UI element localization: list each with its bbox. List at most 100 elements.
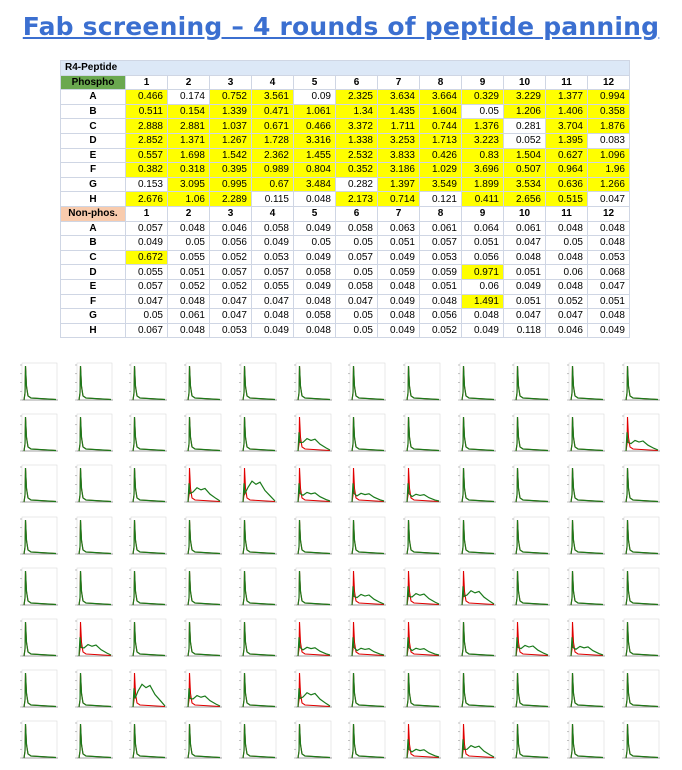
- sample-trace: [351, 724, 385, 759]
- value-cell: 0.048: [251, 308, 294, 324]
- highlighted-value-cell: 0.358: [587, 103, 630, 120]
- sample-trace: [78, 570, 111, 605]
- control-trace: [23, 365, 57, 401]
- sample-trace: [242, 417, 275, 452]
- section-label: Non-phos.: [60, 205, 126, 222]
- histogram-plot: [512, 720, 551, 762]
- histogram-plot: [512, 567, 551, 609]
- histogram-plot: [129, 669, 168, 711]
- histogram-plot: [621, 516, 660, 558]
- histogram-svg: [512, 413, 551, 452]
- control-trace: [515, 468, 549, 503]
- histogram-plot: [457, 413, 496, 455]
- highlighted-value-cell: 3.223: [461, 132, 504, 149]
- histogram-svg: [293, 362, 332, 401]
- elisa-results-table: R4-Peptide Phospho 1 2 3 4 5 6 7 8 9 10 11 12 A 0.466 0.…: [60, 60, 630, 339]
- control-trace: [461, 365, 494, 401]
- value-cell: 0.061: [419, 220, 462, 237]
- control-trace: [406, 519, 439, 554]
- column-header: 12: [587, 205, 630, 222]
- histogram-svg: [457, 669, 496, 708]
- highlighted-value-cell: 1.96: [587, 162, 630, 178]
- control-trace: [78, 417, 111, 452]
- column-header: 5: [293, 74, 336, 91]
- histogram-svg: [74, 618, 113, 657]
- column-header: 8: [419, 74, 462, 91]
- histogram-svg: [621, 516, 660, 554]
- histogram-plot: [129, 413, 168, 455]
- column-header: 9: [461, 205, 504, 222]
- value-cell: 0.055: [125, 264, 168, 280]
- sample-trace: [406, 365, 439, 401]
- column-header: 2: [167, 205, 210, 222]
- value-cell: 0.049: [293, 278, 336, 295]
- control-trace: [406, 673, 439, 708]
- column-header: 11: [545, 74, 588, 91]
- control-trace: [78, 365, 111, 401]
- value-cell: 0.061: [167, 308, 210, 324]
- control-trace: [461, 417, 494, 452]
- highlighted-value-cell: 1.899: [461, 176, 504, 193]
- highlighted-value-cell: 3.561: [251, 89, 294, 105]
- table-row: D 0.055 0.051 0.057 0.057 0.058 0.05 0.059 0.059…: [60, 264, 630, 280]
- value-cell: 0.053: [209, 322, 252, 339]
- highlighted-value-cell: 0.636: [545, 176, 588, 193]
- sample-trace: [351, 519, 385, 554]
- sample-trace: [132, 621, 166, 657]
- highlighted-value-cell: 0.329: [461, 89, 504, 105]
- histogram-plot: [457, 669, 496, 711]
- highlighted-value-cell: 1.406: [545, 103, 588, 120]
- histogram-svg: [567, 362, 605, 401]
- control-trace: [242, 468, 275, 503]
- control-trace: [515, 570, 549, 605]
- control-trace: [296, 519, 330, 554]
- histogram-svg: [238, 413, 277, 452]
- sample-trace: [242, 519, 275, 554]
- sample-trace: [132, 417, 166, 452]
- highlighted-value-cell: 3.664: [419, 89, 462, 105]
- value-cell: 0.048: [293, 293, 336, 310]
- value-cell: 0.052: [419, 322, 462, 339]
- sample-trace: [132, 468, 166, 503]
- sample-trace: [625, 365, 658, 401]
- sample-trace: [23, 417, 57, 452]
- control-trace: [296, 570, 330, 605]
- histogram-plot: [457, 720, 496, 762]
- value-cell: 0.115: [251, 191, 294, 207]
- value-cell: 0.058: [251, 220, 294, 237]
- value-cell: 0.048: [293, 322, 336, 339]
- sample-trace: [242, 673, 275, 708]
- highlighted-value-cell: 3.634: [377, 89, 420, 105]
- sample-trace: [296, 519, 330, 554]
- value-cell: 0.049: [251, 235, 294, 251]
- histogram-plot: [184, 618, 223, 660]
- sample-trace: [296, 570, 330, 605]
- control-trace: [351, 519, 385, 554]
- value-cell: 0.051: [503, 264, 546, 280]
- highlighted-value-cell: 1.876: [587, 118, 630, 134]
- value-cell: 0.051: [167, 264, 210, 280]
- histogram-plot: [184, 413, 223, 455]
- histogram-svg: [293, 669, 332, 708]
- highlighted-value-cell: 1.266: [587, 176, 630, 193]
- histogram-plot: [20, 669, 58, 711]
- control-trace: [242, 570, 275, 605]
- control-trace: [570, 519, 604, 554]
- histogram-svg: [621, 362, 660, 401]
- column-header: 3: [209, 74, 252, 91]
- histogram-svg: [20, 618, 58, 657]
- table-header-row: Non-phos. 1 2 3 4 5 6 7 8 9 10 11 12: [60, 205, 630, 222]
- histogram-svg: [402, 413, 441, 452]
- control-trace: [625, 724, 658, 759]
- histogram-plot: [457, 362, 496, 404]
- histogram-plot: [567, 720, 605, 762]
- sample-trace: [187, 621, 221, 657]
- control-trace: [242, 365, 275, 401]
- value-cell: 0.05: [125, 308, 168, 324]
- control-trace: [132, 621, 166, 657]
- histogram-plot: [512, 413, 551, 455]
- value-cell: 0.049: [293, 249, 336, 266]
- highlighted-value-cell: 1.698: [167, 147, 210, 164]
- control-trace: [23, 724, 57, 759]
- sample-trace: [78, 637, 111, 657]
